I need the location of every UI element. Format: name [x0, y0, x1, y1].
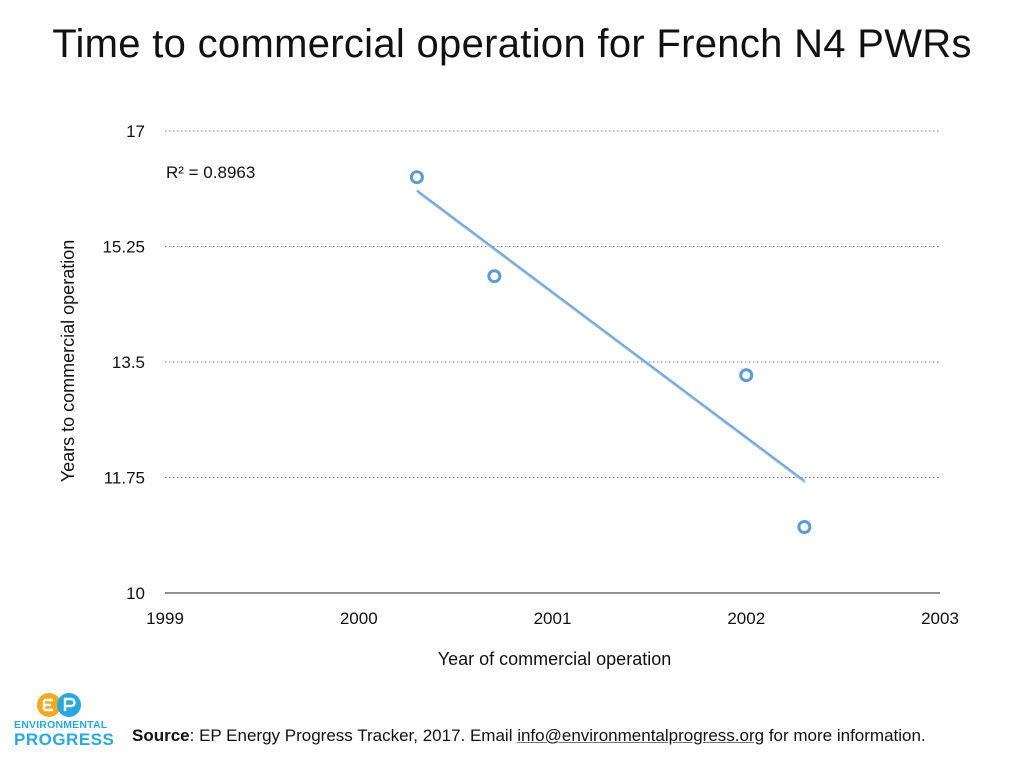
y-tick-label: 10 [126, 584, 145, 603]
y-axis-label: Years to commercial operation [58, 240, 78, 482]
data-point[interactable] [739, 368, 754, 383]
y-tick-label: 17 [126, 122, 145, 141]
source-suffix: for more information. [764, 726, 926, 745]
x-tick-label: 1999 [146, 609, 184, 628]
r-squared-annotation: R² = 0.8963 [166, 163, 255, 182]
y-tick-label: 11.75 [104, 469, 145, 488]
source-label: Source [132, 726, 190, 745]
data-point[interactable] [409, 170, 424, 185]
chart-title: Time to commercial operation for French … [52, 22, 972, 66]
x-tick-label: 2002 [727, 609, 765, 628]
data-point[interactable] [797, 520, 812, 534]
x-tick-label: 2003 [921, 609, 959, 628]
logo-text-line2: PROGRESS [14, 729, 115, 749]
trendline-shadow [417, 191, 806, 484]
ep-logo-icon [37, 693, 81, 717]
source-footer: Source: EP Energy Progress Tracker, 2017… [132, 726, 926, 746]
source-text: : EP Energy Progress Tracker, 2017. Emai… [189, 726, 518, 745]
x-tick-label: 2001 [534, 609, 572, 628]
logo-text-line1: ENVIRONMENTAL [14, 719, 108, 731]
y-tick-label: 15.25 [102, 238, 145, 257]
email-link[interactable]: info@environmentalprogress.org [517, 726, 765, 745]
x-axis-label: Year of commercial operation [438, 649, 671, 669]
data-point[interactable] [487, 269, 502, 284]
x-tick-label: 2000 [340, 609, 378, 628]
y-tick-label: 13.5 [112, 353, 145, 372]
trendline [416, 189, 805, 482]
